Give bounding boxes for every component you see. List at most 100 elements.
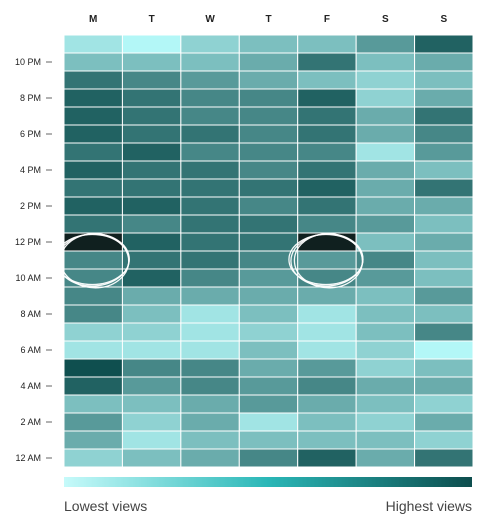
heatmap-cell bbox=[63, 232, 123, 252]
heatmap-cell bbox=[121, 340, 182, 360]
heatmap-cell bbox=[63, 394, 123, 414]
heatmap-cell bbox=[355, 376, 416, 396]
heatmap-cell bbox=[355, 232, 416, 252]
heatmap-cell bbox=[180, 412, 240, 432]
hour-axis-labels: 12 AM 2 AM 4 AM 6 AM 8 AM 10 AM 12 PM 2 PM 4 PM 6… bbox=[15, 57, 52, 463]
heatmap-cell bbox=[414, 196, 474, 216]
heatmap-cell bbox=[63, 286, 123, 306]
heatmap-cell bbox=[414, 394, 474, 414]
day-label: T bbox=[149, 14, 155, 25]
heatmap-cell bbox=[355, 322, 416, 342]
heatmap-cell bbox=[121, 376, 182, 396]
heatmap-cell bbox=[355, 142, 416, 162]
legend-gradient-bar bbox=[64, 477, 472, 487]
heatmap-cell bbox=[297, 430, 357, 450]
heatmap-cell bbox=[414, 268, 474, 288]
heatmap-cell bbox=[414, 412, 474, 432]
heatmap-cell bbox=[355, 196, 416, 216]
heatmap-cell bbox=[297, 34, 357, 54]
heatmap-cell bbox=[63, 304, 123, 324]
heatmap-cell bbox=[121, 160, 182, 180]
hour-label: 10 AM bbox=[15, 273, 41, 283]
heatmap-cell bbox=[355, 178, 416, 198]
heatmap-cell bbox=[63, 34, 123, 54]
heatmap-cell bbox=[180, 268, 240, 288]
heatmap-cell bbox=[63, 214, 123, 234]
legend-high-label: Highest views bbox=[386, 498, 472, 514]
heatmap-cell bbox=[355, 448, 416, 468]
heatmap-cell bbox=[180, 304, 240, 324]
heatmap-cell bbox=[121, 142, 182, 162]
heatmap-cell bbox=[180, 448, 240, 468]
heatmap-cell bbox=[355, 70, 416, 90]
heatmap-cell bbox=[180, 322, 240, 342]
highlight-circle bbox=[54, 233, 130, 286]
day-label: S bbox=[382, 14, 389, 25]
heatmap-cell bbox=[121, 124, 182, 144]
heatmap-cell bbox=[121, 214, 182, 234]
hour-label: 2 PM bbox=[20, 201, 41, 211]
hour-label: 4 AM bbox=[20, 381, 41, 391]
heatmap-cell bbox=[297, 322, 357, 342]
heatmap-cell bbox=[180, 286, 240, 306]
heatmap-cell bbox=[63, 70, 123, 90]
heatmap-cell bbox=[121, 358, 182, 378]
heatmap-cell bbox=[238, 412, 299, 432]
heatmap-cell bbox=[414, 52, 474, 72]
heatmap-cell bbox=[63, 358, 123, 378]
heatmap-cell bbox=[355, 358, 416, 378]
heatmap-cell bbox=[238, 106, 299, 126]
hour-label: 12 PM bbox=[15, 237, 41, 247]
heatmap-cell bbox=[297, 196, 357, 216]
heatmap-cell bbox=[355, 340, 416, 360]
day-label: S bbox=[440, 14, 447, 25]
heatmap-cell bbox=[121, 304, 182, 324]
heatmap-cell bbox=[297, 52, 357, 72]
heatmap-cell bbox=[63, 250, 123, 270]
heatmap-cell bbox=[297, 70, 357, 90]
heatmap-cell bbox=[238, 376, 299, 396]
heatmap-cell bbox=[180, 178, 240, 198]
heatmap-cell bbox=[297, 448, 357, 468]
heatmap-cell bbox=[414, 160, 474, 180]
heatmap-cell bbox=[414, 430, 474, 450]
heatmap-cell bbox=[414, 88, 474, 108]
heatmap-cell bbox=[297, 106, 357, 126]
heatmap-cell bbox=[180, 196, 240, 216]
heatmap-cell bbox=[238, 142, 299, 162]
day-label: W bbox=[205, 14, 215, 25]
heatmap-cell bbox=[414, 286, 474, 306]
heatmap-cell bbox=[414, 322, 474, 342]
heatmap-cell bbox=[238, 88, 299, 108]
heatmap-cell bbox=[238, 340, 299, 360]
heatmap-cell bbox=[414, 340, 474, 360]
heatmap-cell bbox=[355, 34, 416, 54]
heatmap-cell bbox=[414, 304, 474, 324]
heatmap-cell bbox=[121, 322, 182, 342]
heatmap-cell bbox=[63, 106, 123, 126]
heatmap-cell bbox=[121, 34, 182, 54]
heatmap-cell bbox=[238, 286, 299, 306]
heatmap-cell bbox=[180, 34, 240, 54]
heatmap-cell bbox=[63, 376, 123, 396]
heatmap-cell bbox=[414, 178, 474, 198]
heatmap-cell bbox=[121, 70, 182, 90]
heatmap-cell bbox=[63, 124, 123, 144]
heatmap-cell bbox=[121, 448, 182, 468]
heatmap-cell bbox=[297, 286, 357, 306]
heatmap-cell bbox=[297, 250, 357, 270]
heatmap-cell bbox=[238, 70, 299, 90]
heatmap-cell bbox=[180, 142, 240, 162]
heatmap-cell bbox=[355, 214, 416, 234]
heatmap-cell bbox=[355, 412, 416, 432]
highlight-circle bbox=[288, 233, 364, 286]
heatmap-cell bbox=[63, 430, 123, 450]
heatmap-cell bbox=[355, 286, 416, 306]
heatmap-cell bbox=[180, 250, 240, 270]
heatmap-cell bbox=[414, 250, 474, 270]
heatmap-cell bbox=[414, 70, 474, 90]
heatmap-cell bbox=[355, 304, 416, 324]
heatmap-cell bbox=[238, 124, 299, 144]
